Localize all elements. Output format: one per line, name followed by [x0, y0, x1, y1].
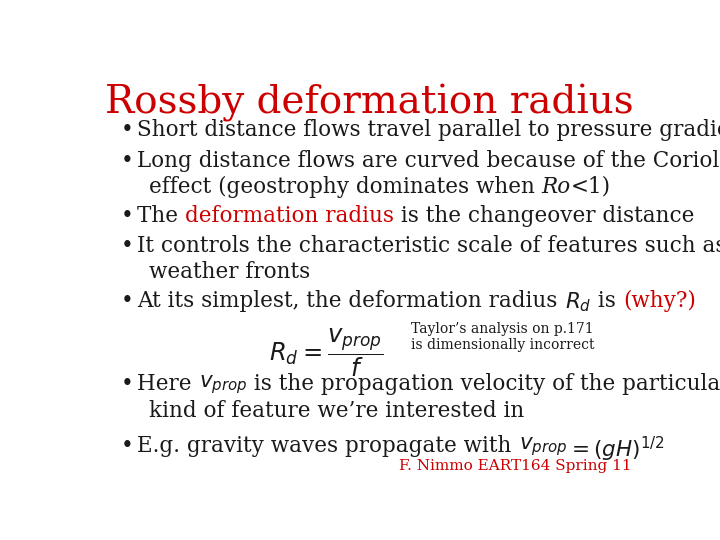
Text: •: • — [121, 435, 133, 457]
Text: (why?): (why?) — [623, 290, 696, 312]
Text: Here: Here — [138, 373, 199, 395]
Text: $=(gH)^{1/2}$: $=(gH)^{1/2}$ — [567, 435, 665, 464]
Text: The: The — [138, 205, 185, 227]
Text: •: • — [121, 235, 133, 257]
Text: kind of feature we’re interested in: kind of feature we’re interested in — [148, 400, 524, 422]
Text: $v_{prop}$: $v_{prop}$ — [199, 373, 247, 396]
Text: Rossby deformation radius: Rossby deformation radius — [104, 84, 634, 122]
Text: <1): <1) — [570, 176, 611, 198]
Text: •: • — [121, 373, 133, 395]
Text: $R_d$: $R_d$ — [564, 290, 591, 314]
Text: is: is — [591, 290, 623, 312]
Text: •: • — [121, 205, 133, 227]
Text: is the changeover distance: is the changeover distance — [395, 205, 695, 227]
Text: E.g. gravity waves propagate with: E.g. gravity waves propagate with — [138, 435, 518, 457]
Text: F. Nimmo EART164 Spring 11: F. Nimmo EART164 Spring 11 — [399, 459, 631, 473]
Text: Taylor’s analysis on p.171
is dimensionally incorrect: Taylor’s analysis on p.171 is dimensiona… — [411, 322, 594, 352]
Text: Long distance flows are curved because of the Coriolis: Long distance flows are curved because o… — [138, 150, 720, 172]
Text: •: • — [121, 119, 133, 141]
Text: is the propagation velocity of the particular: is the propagation velocity of the parti… — [247, 373, 720, 395]
Text: Ro: Ro — [541, 176, 570, 198]
Text: It controls the characteristic scale of features such as: It controls the characteristic scale of … — [138, 235, 720, 257]
Text: effect (geostrophy dominates when: effect (geostrophy dominates when — [148, 176, 541, 198]
Text: deformation radius: deformation radius — [185, 205, 395, 227]
Text: $v_{prop}$: $v_{prop}$ — [518, 435, 567, 458]
Text: •: • — [121, 150, 133, 172]
Text: $R_d = \dfrac{v_{prop}}{f}$: $R_d = \dfrac{v_{prop}}{f}$ — [269, 327, 382, 379]
Text: weather fronts: weather fronts — [148, 261, 310, 283]
Text: At its simplest, the deformation radius: At its simplest, the deformation radius — [138, 290, 564, 312]
Text: Short distance flows travel parallel to pressure gradient: Short distance flows travel parallel to … — [138, 119, 720, 141]
Text: •: • — [121, 290, 133, 312]
